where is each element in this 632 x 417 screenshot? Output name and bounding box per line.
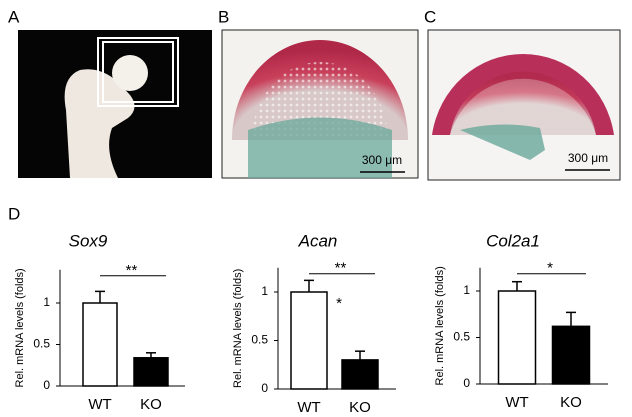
scale-bar-label: 300 μm (362, 153, 402, 167)
significance: * (547, 260, 553, 277)
y-tick-label: 0.5 (33, 337, 50, 351)
x-tick-label: WT (297, 399, 320, 416)
x-tick-label: WT (88, 396, 111, 413)
significance: ** (126, 262, 138, 279)
y-tick-label: 0 (43, 378, 50, 392)
x-tick-label: WT (505, 394, 528, 411)
panel-label: B (218, 7, 229, 26)
bar (341, 359, 379, 390)
photo-a (18, 30, 212, 178)
significance: ** (335, 260, 347, 277)
histology-b: 300 μm (221, 29, 419, 179)
y-tick-label: 0.5 (251, 333, 268, 347)
bar (551, 325, 591, 385)
y-tick-label: 0 (463, 376, 470, 390)
bar (290, 291, 328, 390)
y-tick-label: 1 (463, 283, 470, 297)
y-tick-label: 0.5 (453, 330, 470, 344)
annotation: * (336, 295, 342, 312)
y-axis-label: Rel. mRNA levels (folds) (14, 268, 26, 387)
panel-label: A (8, 7, 20, 26)
y-axis-label: Rel. mRNA levels (folds) (232, 269, 244, 388)
bar (82, 302, 118, 387)
chart-title: Sox9 (69, 231, 108, 250)
y-axis-label: Rel. mRNA levels (folds) (434, 266, 446, 385)
scale-bar-label: 300 μm (568, 151, 608, 165)
histology-c: 300 μm (427, 29, 621, 181)
chart-title: Acan (298, 231, 338, 250)
x-tick-label: KO (349, 399, 371, 416)
y-tick-label: 1 (43, 295, 50, 309)
x-tick-label: KO (140, 396, 162, 413)
y-tick-label: 1 (261, 284, 268, 298)
panel-label: C (424, 7, 436, 26)
y-tick-label: 0 (261, 381, 268, 395)
bar (497, 290, 537, 385)
chart-title: Col2a1 (486, 231, 540, 250)
bar (133, 357, 169, 387)
x-tick-label: KO (560, 394, 582, 411)
panel-label: D (8, 204, 20, 223)
